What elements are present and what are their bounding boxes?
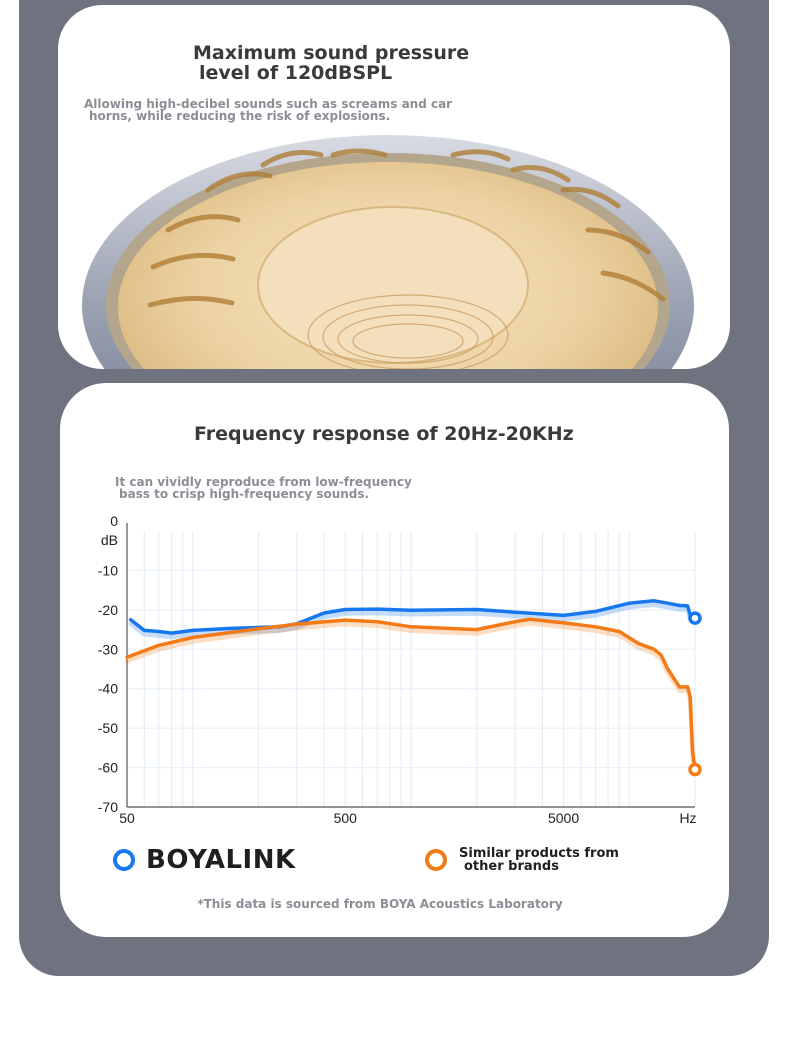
y-tick-label: -60 [98,760,118,776]
sound-pressure-title-line2: level of 120dBSPL [199,62,393,84]
series-line-boyalink-glow [128,602,698,640]
headphone-driver-illustration [82,135,694,369]
other-brands-legend-marker [425,849,447,871]
series-line-boyalink [128,599,697,635]
driver-coil [307,294,509,369]
legend-label-boyalink: BOYALINK [146,845,296,875]
frequency-response-subtitle: It can vividly reproduce from low-freque… [115,476,415,500]
data-source-footnote: *This data is sourced from BOYA Acoustic… [197,897,563,911]
frequency-response-chart: 0 -10 -20 -30 -40 -50 -60 -70 dB 50 500 5000 Hz [98,513,702,826]
y-tick-label: 0 [110,513,118,529]
frequency-response-subtitle-line2: bass to crisp high-frequency sounds. [119,487,370,501]
frequency-response-title: Frequency response of 20Hz-20KHz [194,423,574,445]
sound-pressure-title-line1: Maximum sound pressure [193,42,470,64]
frequency-response-card: Frequency response of 20Hz-20KHz It can … [60,383,729,937]
driver-dome [257,206,529,364]
y-tick-label: -30 [98,641,118,657]
legend-item-other-brands: Similar products from other brands [425,847,639,873]
x-tick-label: 500 [334,810,358,826]
sound-pressure-subtitle-line1: Allowing high-decibel sounds such as scr… [84,97,453,111]
sound-pressure-title: Maximum sound pressure level of 120dBSPL [193,43,513,83]
y-tick-label: -40 [98,681,118,697]
y-tick-label: -20 [98,602,118,618]
legend-label-other-brands-line1: Similar products from [459,846,619,861]
legend-item-boyalink: BOYALINK [113,845,296,875]
driver-vanes [147,148,666,308]
series-end-marker-boyalink [688,611,702,625]
y-tick-label: -70 [98,799,118,815]
series-end-marker-other-brands [688,762,702,777]
boyalink-legend-marker [113,849,135,871]
x-axis-label: Hz [679,810,696,826]
y-tick-label: -50 [98,720,118,736]
x-tick-label: 5000 [548,810,579,826]
legend-label-other-brands-line2: other brands [464,859,559,874]
sound-pressure-card: Maximum sound pressure level of 120dBSPL… [58,5,730,369]
x-tick-label: 50 [119,810,135,826]
frequency-response-subtitle-line1: It can vividly reproduce from low-freque… [115,475,412,489]
y-axis-label: dB [101,532,118,548]
y-tick-label: -10 [98,562,118,578]
legend-label-other-brands: Similar products from other brands [459,847,639,873]
series-line-other-brands [125,617,697,772]
sound-pressure-subtitle-line2: horns, while reducing the risk of explos… [89,109,391,123]
sound-pressure-subtitle: Allowing high-decibel sounds such as scr… [84,98,464,122]
series-line-other-brands-glow [124,621,698,776]
